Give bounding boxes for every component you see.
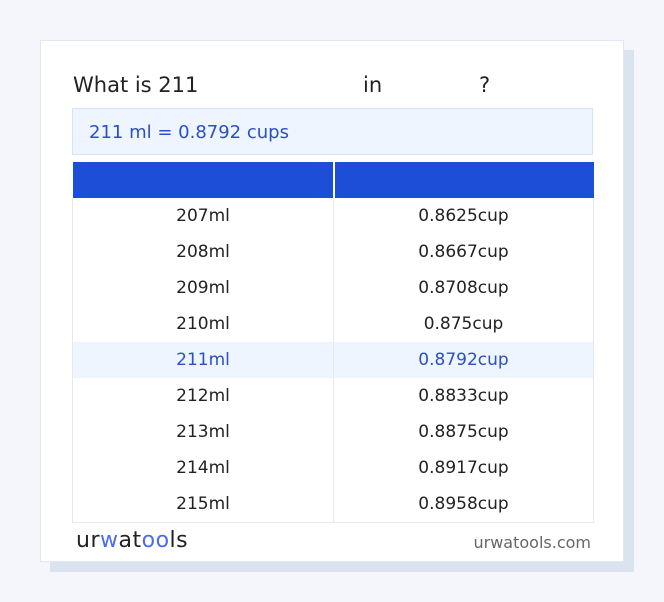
ml-cell: 214ml [72,450,334,486]
ml-cell: 211ml [72,342,334,378]
cups-cell: 0.8875cup [333,414,594,450]
cups-cell: 0.8792cup [333,342,594,378]
cups-cell: 0.8958cup [333,486,594,523]
table-row: 212ml 0.8833cup [72,378,594,414]
header-cups [332,162,594,198]
ml-cell: 209ml [72,270,334,306]
ml-cell: 213ml [72,414,334,450]
header-ml [72,162,334,198]
table-row: 208ml 0.8667cup [72,234,594,270]
cups-cell: 0.875cup [333,306,594,342]
converter-card: What is 211 in ? 211 ml = 0.8792 cups 20… [40,40,624,562]
table-header [72,162,594,198]
title-in: in [363,73,383,97]
title-prefix: What is 211 [73,73,199,97]
ml-cell: 208ml [72,234,334,270]
cups-cell: 0.8708cup [333,270,594,306]
cups-cell: 0.8667cup [333,234,594,270]
table-row: 207ml 0.8625cup [72,198,594,234]
conversion-table: 207ml 0.8625cup 208ml 0.8667cup 209ml 0.8708c… [72,162,594,523]
ml-cell: 212ml [72,378,334,414]
table-row: 213ml 0.8875cup [72,414,594,450]
cups-cell: 0.8625cup [333,198,594,234]
table-row: 209ml 0.8708cup [72,270,594,306]
table-row: 211ml 0.8792cup [72,342,594,378]
site-url: urwatools.com [473,533,592,552]
ml-cell: 207ml [72,198,334,234]
cups-cell: 0.8833cup [333,378,594,414]
table-row: 210ml 0.875cup [72,306,594,342]
table-row: 214ml 0.8917cup [72,450,594,486]
result-box: 211 ml = 0.8792 cups [72,108,593,155]
table-row: 215ml 0.8958cup [72,486,594,523]
urwatools-logo: urwatools [76,528,189,553]
cups-cell: 0.8917cup [333,450,594,486]
question-title: What is 211 in ? [73,73,490,193]
ml-cell: 210ml [72,306,334,342]
ml-cell: 215ml [72,486,334,523]
title-question-mark: ? [479,73,491,97]
